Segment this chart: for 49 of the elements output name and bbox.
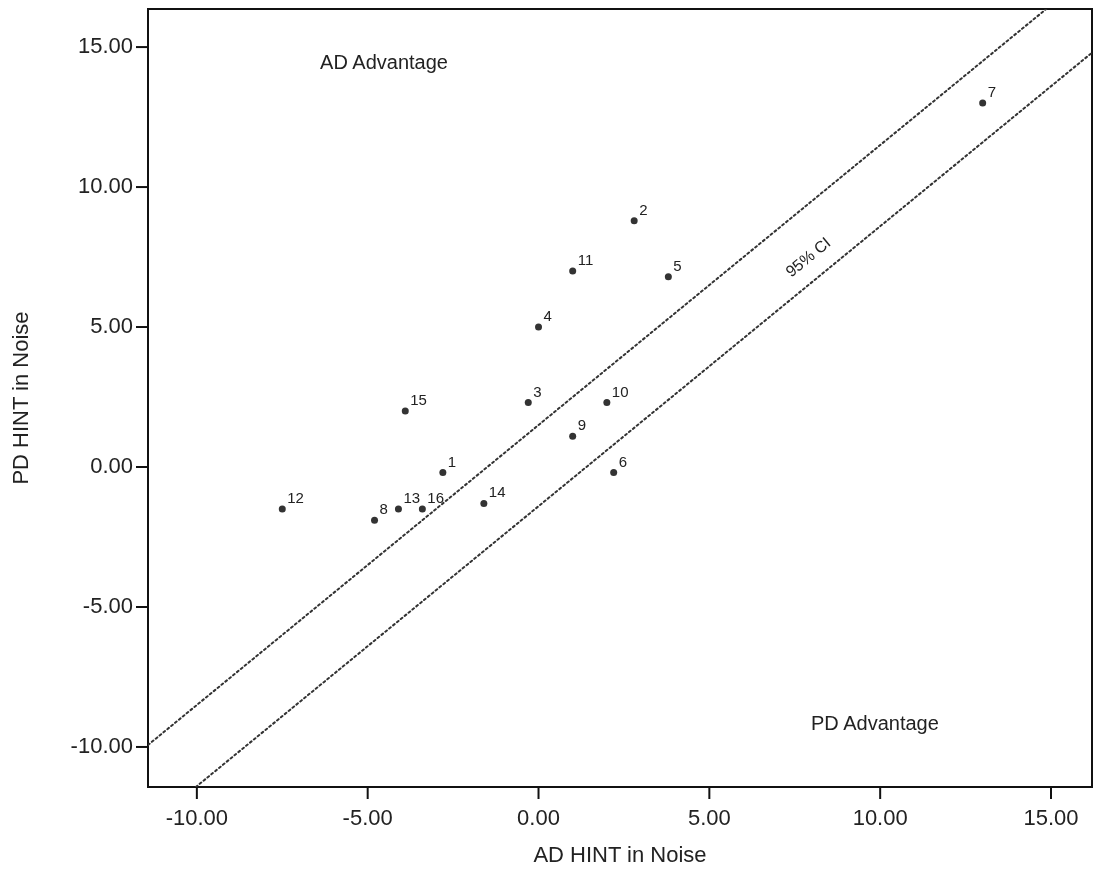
x-tick-label: 5.00 bbox=[687, 805, 731, 830]
y-tick-label: 5.00 bbox=[90, 312, 133, 338]
x-tick-label: 10.00 bbox=[852, 805, 908, 830]
annotation: AD Advantage bbox=[320, 50, 448, 73]
annotation: 4 bbox=[543, 307, 552, 325]
annotation: 8 bbox=[379, 500, 388, 518]
annotation: 15 bbox=[410, 391, 427, 409]
y-axis-title: PD HINT in Noise bbox=[7, 311, 33, 485]
annotation: PD Advantage bbox=[810, 712, 939, 735]
annotation: 1 bbox=[447, 452, 457, 470]
annotation: 7 bbox=[987, 83, 997, 101]
point bbox=[569, 432, 577, 440]
point bbox=[603, 399, 611, 407]
annotation: 10 bbox=[611, 382, 629, 400]
y-tick-label: 0.00 bbox=[90, 452, 133, 478]
annotation: 11 bbox=[577, 251, 594, 269]
y-tick-label: -5.00 bbox=[82, 592, 133, 618]
point bbox=[418, 505, 426, 513]
point bbox=[401, 407, 409, 415]
annotation: 14 bbox=[488, 483, 506, 501]
y-tick-label: 15.00 bbox=[77, 32, 133, 58]
annotation: 16 bbox=[427, 489, 445, 506]
annotation: 13 bbox=[403, 489, 421, 506]
y-tick-label: 10.00 bbox=[77, 172, 133, 198]
point bbox=[480, 499, 488, 507]
point bbox=[371, 516, 379, 524]
annotation: 6 bbox=[618, 452, 628, 470]
point bbox=[394, 505, 402, 513]
point bbox=[610, 469, 618, 477]
point bbox=[630, 217, 638, 225]
annotation: 12 bbox=[287, 489, 304, 506]
annotation: 2 bbox=[639, 200, 648, 218]
point bbox=[979, 99, 987, 107]
annotation: 95% CI bbox=[782, 233, 834, 281]
point bbox=[664, 273, 672, 281]
point bbox=[439, 469, 447, 477]
x-tick-label: 15.00 bbox=[1023, 805, 1079, 830]
x-tick-label: -10.00 bbox=[165, 805, 229, 830]
annotation: 9 bbox=[577, 416, 587, 434]
point bbox=[569, 267, 577, 275]
point bbox=[524, 399, 532, 407]
point bbox=[535, 323, 543, 331]
annotation: 3 bbox=[533, 382, 542, 400]
x-tick-label: 0.00 bbox=[517, 805, 560, 830]
x-tick-label: -5.00 bbox=[342, 805, 393, 830]
x-axis-title: AD HINT in Noise bbox=[533, 842, 707, 867]
annotation: 5 bbox=[673, 256, 682, 274]
y-tick-label: -10.00 bbox=[70, 732, 133, 758]
point bbox=[278, 505, 286, 513]
